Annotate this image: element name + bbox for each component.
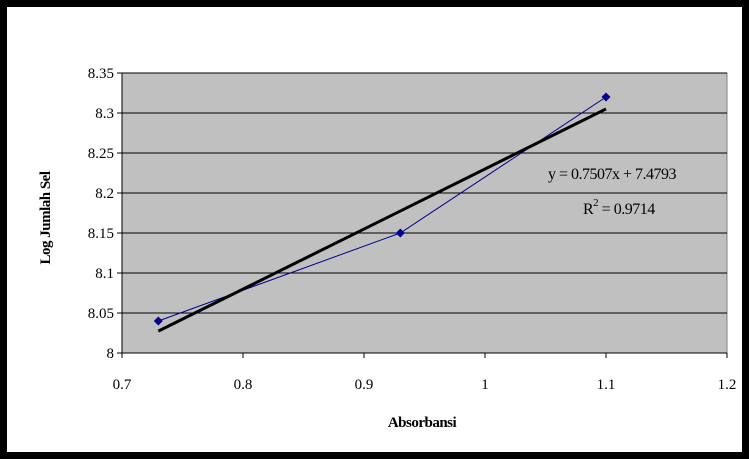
y-tick-label: 8.1 — [95, 266, 114, 282]
x-tick-label: 1 — [481, 377, 489, 393]
data-point-marker — [153, 316, 163, 326]
r-squared-letter: R — [583, 201, 594, 218]
axes — [117, 72, 728, 358]
y-axis-title: Log Jumlah Sel — [38, 171, 54, 264]
x-axis-title: Absorbansi — [388, 415, 457, 431]
tick-labels: 8 8.05 8.1 8.15 8.2 8.25 8.3 8.35 0.7 0.8 0.9 1 1.1 1… — [88, 66, 737, 393]
trendline-equation: y = 0.7507x + 7.4793 — [548, 166, 677, 183]
y-tick-label: 8 — [107, 346, 115, 362]
x-tick-label: 0.7 — [113, 377, 132, 393]
data-point-marker — [395, 228, 405, 238]
data-point-marker — [601, 92, 611, 102]
r-squared-superscript: 2 — [593, 197, 598, 209]
y-tick-label: 8.35 — [88, 66, 114, 82]
x-tick-label: 1.1 — [597, 377, 616, 393]
r-squared-label: R2 = 0.9714 — [583, 197, 655, 218]
x-tick-label: 0.8 — [234, 377, 253, 393]
x-tick-label: 1.2 — [718, 377, 737, 393]
y-tick-label: 8.2 — [95, 186, 114, 202]
y-tick-label: 8.15 — [88, 226, 114, 242]
r-squared-value: = 0.9714 — [598, 201, 655, 218]
gridlines — [122, 72, 727, 314]
trendline-group — [157, 107, 607, 333]
y-tick-label: 8.25 — [88, 146, 114, 162]
y-tick-label: 8.3 — [95, 106, 114, 122]
plot-area — [121, 72, 728, 354]
x-tick-label: 0.9 — [355, 377, 374, 393]
trendline — [157, 107, 607, 333]
y-tick-label: 8.05 — [88, 306, 114, 322]
